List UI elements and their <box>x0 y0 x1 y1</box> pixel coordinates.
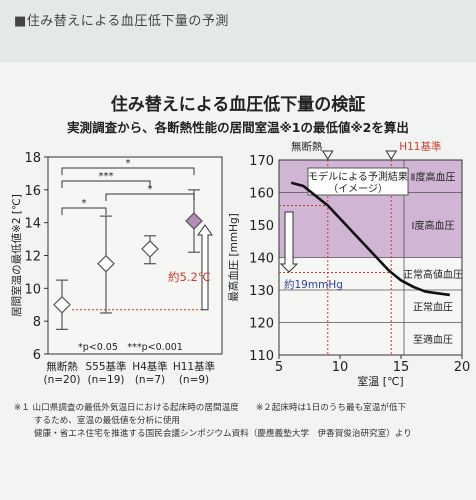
significance-label: * <box>82 198 87 209</box>
box-y-tick-label: 6 <box>33 348 41 363</box>
slide: 住み替えによる血圧低下量の検証 実測調査から、各断熱性能の居間室温※1の最低値※… <box>0 62 476 500</box>
bp-band-label: 至適血圧 <box>413 333 453 346</box>
box-category-label: S55基準 <box>85 360 126 373</box>
bp-y-tick-label: 150 <box>249 219 274 234</box>
box-annotation: 約5.2℃ <box>168 270 211 284</box>
bp-x-tick-label: 20 <box>454 360 471 375</box>
bp-y-tick-label: 120 <box>249 317 274 332</box>
bp-plot-frame <box>278 159 463 356</box>
footnote-1: ※１ 山口県調査の最低外気温日における起床時の居間温度 ※２起床時は1日のうち最… <box>14 403 407 413</box>
bp-drop-arrow <box>279 211 299 273</box>
mean-marker <box>53 295 71 314</box>
bp-band-label: 正常血圧 <box>413 300 453 313</box>
box-sample-size: (n=9) <box>179 374 209 386</box>
significance-bracket <box>105 193 195 201</box>
bp-y-axis-label: 最高血圧 [mmHg] <box>227 213 240 302</box>
box-plot-area <box>47 156 223 355</box>
difference-arrow <box>197 224 213 311</box>
box-category-label: H11基準 <box>173 360 215 373</box>
box-y-tick-label: 14 <box>24 217 41 232</box>
box-legend-note: *p<0.05 ***p<0.001 <box>78 342 183 353</box>
slide-subtitle: 実測調査から、各断熱性能の居間室温※1の最低値※2を算出 <box>67 120 409 135</box>
box-y-axis-label: 居間室温の最低値※2 [℃] <box>10 194 23 317</box>
bp-model-curve <box>290 181 450 297</box>
slide-title: 住み替えによる血圧低下量の検証 <box>110 95 366 115</box>
bp-band-label: 正常高値血圧 <box>403 268 463 281</box>
bp-band-shade <box>279 192 462 258</box>
significance-bracket <box>61 167 195 175</box>
bp-annotation: 約19mmHg <box>284 278 343 291</box>
bp-marker-label: 無断熱 <box>291 140 323 153</box>
page-header: ■住み替えによる血圧低下量の予測 <box>14 14 229 29</box>
box-y-tick-label: 12 <box>24 250 41 265</box>
bp-marker-label: H11基準 <box>399 140 441 153</box>
bp-series-label-sub: （イメージ） <box>328 183 388 195</box>
box-sample-size: (n=7) <box>135 374 165 386</box>
bp-y-tick-label: 140 <box>249 252 274 267</box>
significance-label: * <box>148 184 153 195</box>
box-y-tick-label: 10 <box>24 282 41 297</box>
box-y-tick-label: 16 <box>24 184 41 199</box>
bp-x-tick-label: 5 <box>275 360 283 375</box>
bp-x-tick-label: 10 <box>332 360 349 375</box>
bp-y-tick-label: 130 <box>249 284 274 299</box>
box-y-tick-label: 18 <box>24 151 41 166</box>
box-category-label: H4基準 <box>132 360 168 373</box>
bp-marker-triangle <box>385 150 398 160</box>
bp-x-tick-label: 15 <box>393 360 410 375</box>
bp-series-label-box <box>307 167 409 196</box>
bp-y-tick-label: 170 <box>249 154 274 169</box>
bp-y-tick-label: 160 <box>249 187 274 202</box>
footnote-3: 健康・省エネ住宅を推進する国民会議シンポジウム資料（慶應義塾大学 伊香賀俊治研究… <box>14 429 412 439</box>
box-y-tick-label: 8 <box>33 315 41 330</box>
significance-bracket <box>61 207 107 215</box>
box-sample-size: (n=20) <box>43 374 80 386</box>
mean-marker <box>97 254 115 273</box>
bp-band-label: Ⅱ度高血圧 <box>411 170 456 183</box>
bp-series-label: モデルによる予測結果 <box>308 170 408 183</box>
mean-marker <box>141 240 159 258</box>
bp-marker-triangle <box>321 150 334 160</box>
footnote-2: するため、室温の最低値を分析に使用 <box>14 416 181 426</box>
significance-bracket <box>61 180 151 188</box>
mean-marker <box>185 212 203 230</box>
significance-label: *** <box>99 171 114 182</box>
box-category-label: 無断熱 <box>46 360 78 373</box>
significance-label: * <box>126 158 131 169</box>
footnotes: ※１ 山口県調査の最低外気温日における起床時の居間温度 ※２起床時は1日のうち最… <box>14 402 470 441</box>
bp-y-tick-label: 110 <box>249 349 274 364</box>
box-sample-size: (n=19) <box>87 374 124 386</box>
bp-x-axis-label: 室温 [℃] <box>357 374 403 388</box>
bp-band-label: Ⅰ度高血圧 <box>412 219 455 232</box>
